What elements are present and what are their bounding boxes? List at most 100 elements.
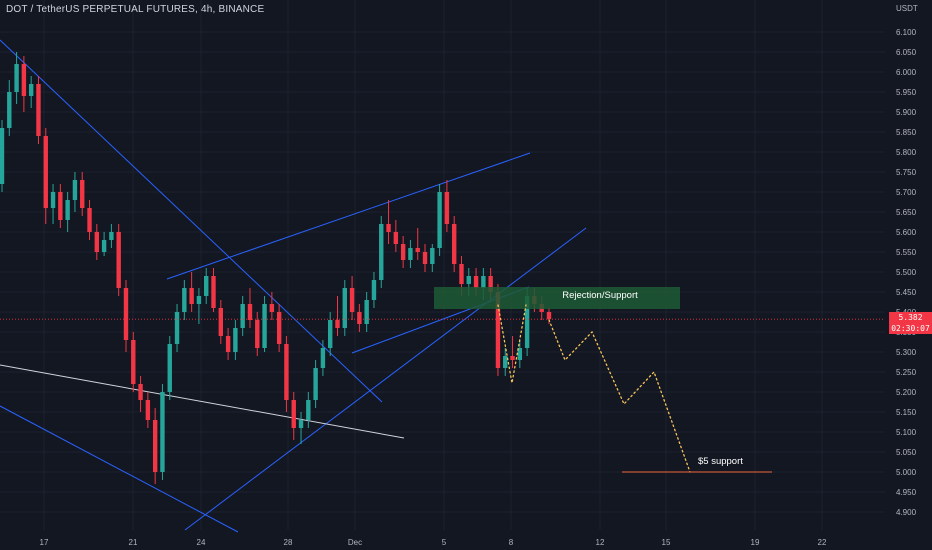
candle	[43, 128, 48, 224]
candle	[160, 384, 165, 480]
trendline-support-rising[interactable]	[184, 227, 587, 531]
projection-path[interactable]	[497, 304, 691, 473]
candle	[364, 292, 369, 332]
support-label: $5 support	[698, 456, 743, 467]
price-tick-label: 5.150	[896, 408, 917, 417]
price-tick-label: 4.900	[896, 508, 917, 517]
candle	[313, 360, 318, 408]
support-level[interactable]: $5 support	[622, 456, 772, 473]
price-tick-label: 5.850	[896, 128, 917, 137]
price-tick-label: 5.050	[896, 448, 917, 457]
candle	[335, 296, 340, 336]
candle	[291, 392, 296, 440]
projection-line-earlier[interactable]	[497, 304, 527, 384]
candle-body	[510, 356, 515, 360]
candle	[240, 296, 245, 336]
candle	[138, 376, 143, 412]
candle	[50, 184, 56, 224]
candle-body	[328, 320, 333, 348]
candle	[451, 216, 457, 272]
candle	[87, 200, 92, 240]
candle	[145, 392, 151, 428]
candle	[218, 300, 223, 344]
candle-body	[72, 180, 78, 200]
candle-countdown: 02:30:07	[891, 324, 930, 333]
candle	[306, 392, 311, 428]
trendline-descending-lower[interactable]	[0, 405, 239, 533]
candle-body	[189, 288, 194, 304]
current-price-badge: 5.382 02:30:07	[889, 312, 932, 334]
candle-body	[422, 252, 428, 264]
candle-body	[364, 300, 369, 324]
current-price-value: 5.382	[898, 313, 923, 322]
candle-body	[481, 276, 486, 288]
candle	[36, 76, 41, 144]
candle	[101, 232, 107, 256]
candle	[284, 336, 289, 412]
price-tick-label: 4.950	[896, 488, 917, 497]
candle-body	[313, 368, 318, 400]
candle	[196, 288, 202, 324]
candle-body	[349, 288, 355, 312]
candle-body	[94, 232, 100, 252]
candle	[72, 172, 78, 212]
candle-body	[503, 356, 508, 368]
rejection-support-zone[interactable]: Rejection/Support	[434, 287, 680, 309]
time-tick-label: 15	[662, 538, 671, 547]
candle	[400, 236, 406, 268]
candle-body	[437, 192, 442, 248]
candle-body	[167, 344, 172, 392]
candle	[276, 304, 282, 352]
candle	[247, 288, 253, 328]
candle	[349, 276, 355, 320]
candle	[109, 224, 114, 248]
candle	[116, 224, 121, 296]
candle-body	[116, 232, 121, 288]
candle-body	[488, 276, 493, 292]
drawing-layer[interactable]	[0, 39, 587, 533]
candle-body	[357, 312, 362, 324]
price-tick-label: 5.700	[896, 188, 917, 197]
price-tick-label: 5.800	[896, 148, 917, 157]
candle-body	[225, 336, 231, 352]
trendline-descending-upper[interactable]	[0, 39, 383, 403]
time-tick-label: 19	[751, 538, 760, 547]
zone-box[interactable]	[434, 287, 680, 309]
price-tick-label: 5.900	[896, 108, 917, 117]
candle-body	[386, 224, 391, 232]
candle-body	[50, 192, 56, 208]
candle	[225, 328, 231, 360]
time-axis[interactable]: 17 21 24 28 Dec 5 8 12 15 19 22	[40, 538, 827, 547]
candle	[14, 52, 19, 104]
candle-body	[21, 64, 27, 96]
candle-body	[291, 400, 296, 428]
candle-body	[255, 320, 260, 348]
candle-body	[306, 400, 311, 420]
candle-body	[247, 304, 253, 320]
candle	[189, 272, 194, 312]
candle-body	[145, 400, 151, 420]
trendline-white[interactable]	[0, 364, 405, 439]
price-tick-label: 5.000	[896, 468, 917, 477]
candle	[233, 320, 238, 360]
candlestick-series	[0, 52, 552, 484]
candle-body	[408, 248, 413, 260]
price-tick-label: 5.200	[896, 388, 917, 397]
candle-body	[495, 292, 501, 368]
candle-body	[87, 208, 92, 232]
candle	[204, 268, 209, 304]
candle-body	[36, 84, 41, 136]
candle-body	[58, 192, 63, 220]
candle-body	[451, 224, 457, 264]
candle-body	[473, 276, 479, 288]
price-tick-label: 5.600	[896, 228, 917, 237]
candle	[167, 336, 172, 400]
candle-body	[204, 276, 209, 296]
trendline-rising-upper[interactable]	[166, 152, 531, 280]
price-tick-label: 5.750	[896, 168, 917, 177]
candle-body	[459, 264, 464, 284]
candle	[437, 184, 442, 256]
price-axis[interactable]: USDT 6.100 6.050 6.000 5.950 5.900 5.850 5.800 5…	[896, 4, 918, 517]
projection-line[interactable]	[548, 319, 691, 473]
